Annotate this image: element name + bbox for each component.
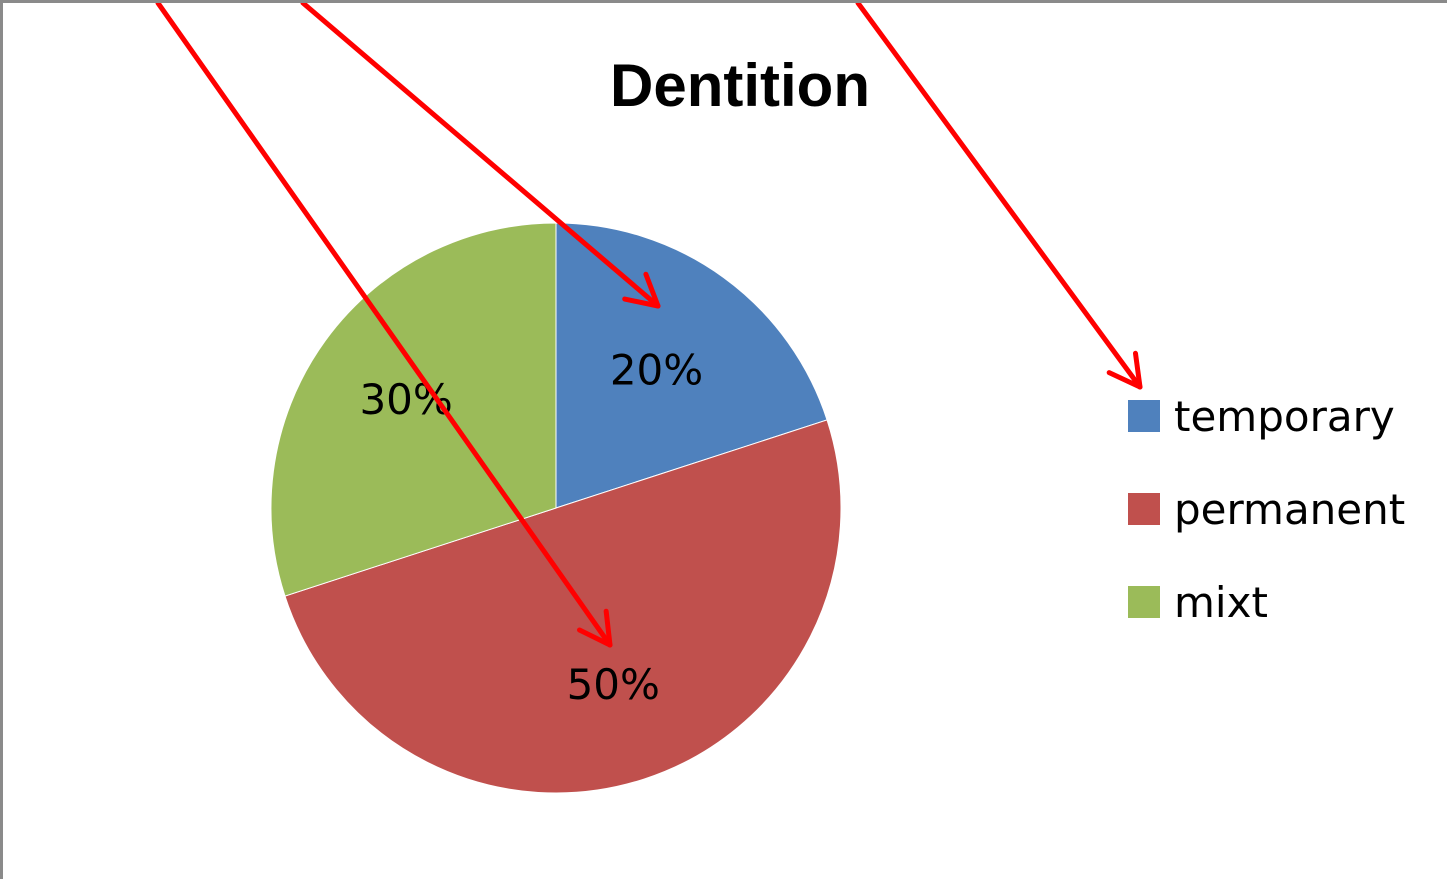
- annotation-arrow-to-legend: [855, 3, 1143, 390]
- pie-chart: Dentition 20%50%30% temporarypermanentmi…: [155, 3, 1405, 794]
- pie-slice-permanent: [284, 419, 842, 794]
- annotation-arrows: [155, 3, 1143, 648]
- pie-data-labels: 20%50%30%: [359, 346, 703, 710]
- data-label-permanent: 50%: [567, 660, 660, 709]
- legend-swatch-mixt: [1128, 586, 1160, 618]
- legend-label-temporary: temporary: [1174, 392, 1395, 441]
- annotation-arrow-to-20: [300, 3, 661, 309]
- annotation-arrow-to-50: [155, 3, 613, 648]
- data-label-temporary: 20%: [610, 346, 703, 395]
- legend-swatch-permanent: [1128, 493, 1160, 525]
- chart-title: Dentition: [610, 52, 870, 119]
- legend: temporary permanent mixt: [1128, 392, 1405, 627]
- legend-swatch-temporary: [1128, 400, 1160, 432]
- legend-label-mixt: mixt: [1174, 578, 1268, 627]
- pie-slice-mixt: [270, 222, 557, 597]
- pie-slices: [270, 222, 842, 794]
- legend-label-permanent: permanent: [1174, 485, 1405, 534]
- pie-slice-temporary: [555, 222, 828, 509]
